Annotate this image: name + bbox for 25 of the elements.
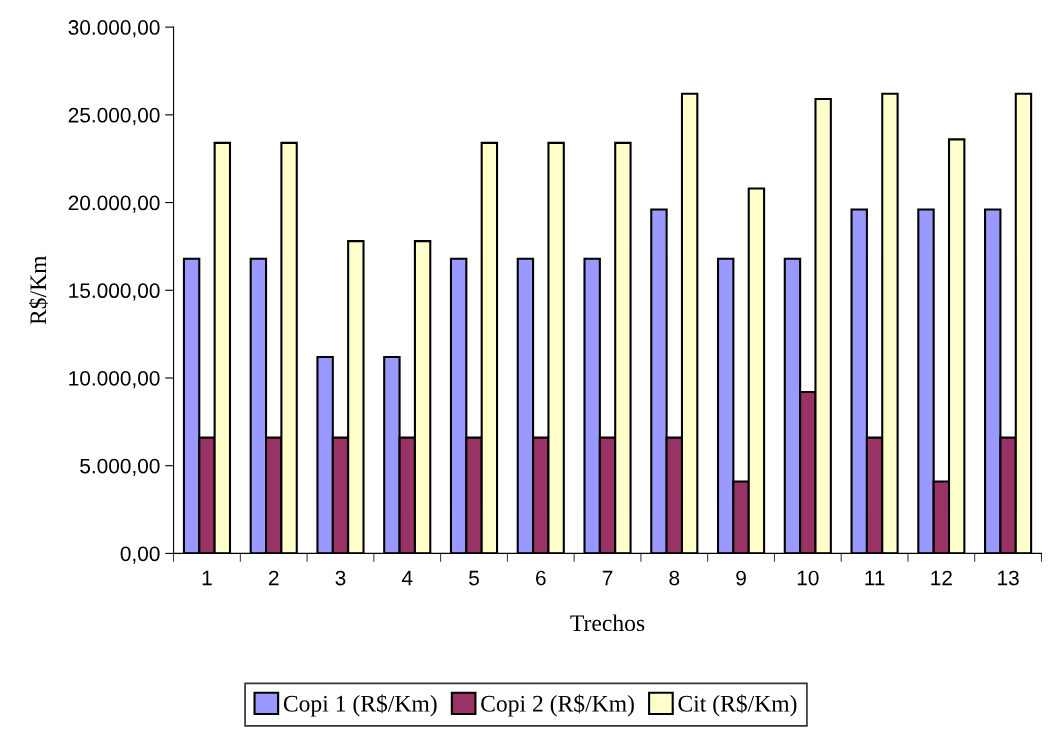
x-tick-label: 1 (202, 570, 212, 586)
y-axis-title: R$/Km (28, 255, 48, 325)
y-tick-label: 10.000,00 (69, 370, 160, 389)
x-tick-label: 2 (268, 570, 279, 586)
x-axis-title: Trechos (570, 614, 645, 632)
y-tick-label: 0,00 (120, 546, 160, 564)
x-tick-label: 13 (998, 570, 1019, 586)
y-tick-label: 15.000,00 (69, 283, 160, 301)
x-tick-label: 8 (669, 570, 680, 586)
x-tick-label: 5 (469, 570, 479, 586)
legend-label: Copi 1 (R$/Km) (283, 694, 437, 717)
y-tick-label: 30.000,00 (68, 20, 160, 38)
x-tick-label: 3 (335, 570, 346, 586)
x-tick-label: 4 (401, 570, 413, 586)
y-tick-label: 5.000,00 (80, 458, 160, 476)
x-tick-label: 12 (931, 570, 952, 586)
x-tick-label: 7 (602, 570, 613, 586)
y-tick-label: 25.000,00 (68, 107, 160, 126)
y-tick-label: 20.000,00 (68, 195, 160, 213)
x-tick-label: 6 (536, 570, 546, 586)
legend-label: Cit (R$/Km) (678, 694, 797, 717)
legend-label: Copi 2 (R$/Km) (481, 694, 634, 717)
x-tick-label: 10 (797, 570, 819, 586)
x-tick-label: 11 (865, 570, 885, 586)
x-tick-label: 9 (736, 570, 746, 586)
